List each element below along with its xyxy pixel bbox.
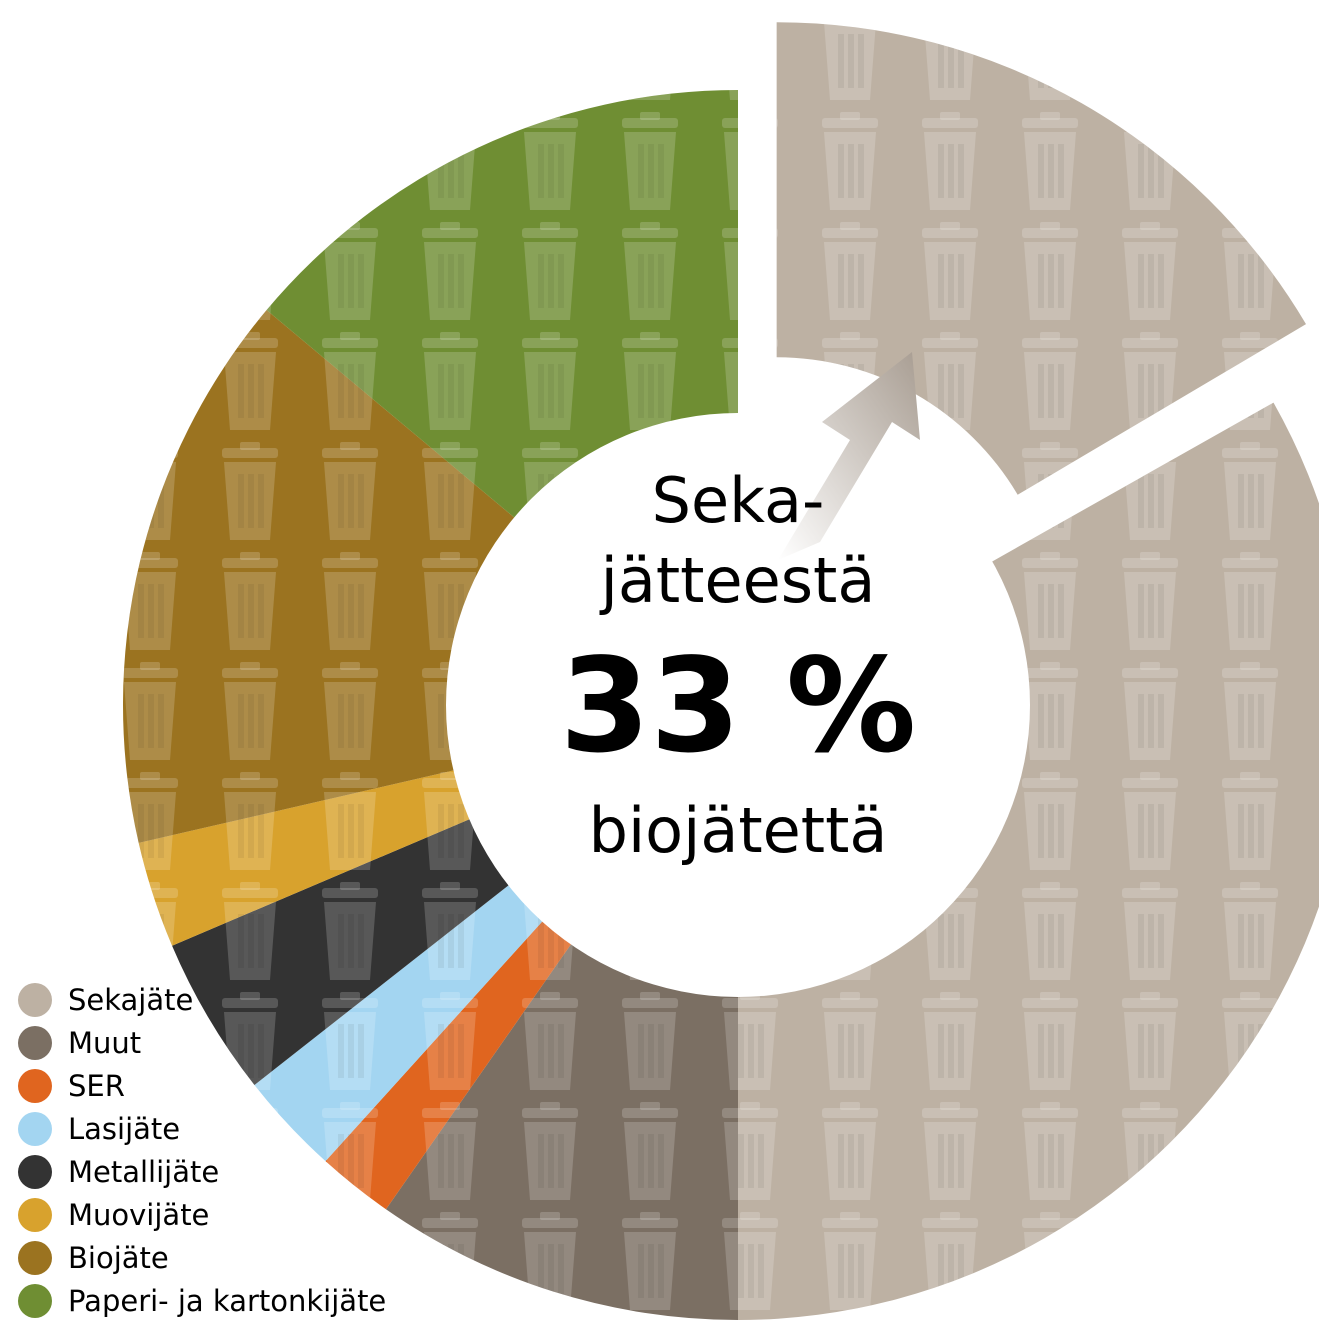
center-value: 33 % bbox=[560, 630, 916, 782]
legend-swatch bbox=[18, 1198, 52, 1232]
legend-swatch bbox=[18, 1155, 52, 1189]
legend-swatch bbox=[18, 1026, 52, 1060]
legend-label: Biojäte bbox=[68, 1241, 169, 1275]
legend-label: Sekajäte bbox=[68, 983, 193, 1017]
legend-swatch bbox=[18, 1069, 52, 1103]
chart: Seka- jätteestä 33 % biojätettä Sekajäte… bbox=[0, 0, 1319, 1323]
center-line: jätteestä bbox=[599, 544, 876, 617]
legend-label: Muovijäte bbox=[68, 1198, 209, 1232]
legend-label: Paperi- ja kartonkijäte bbox=[68, 1284, 386, 1318]
center-line: Seka- bbox=[652, 464, 825, 537]
center-footer: biojätettä bbox=[589, 794, 888, 867]
page: {"chart_data": { "type": "donut", "categ… bbox=[0, 0, 1319, 1323]
legend-swatch bbox=[18, 1112, 52, 1146]
legend-label: Metallijäte bbox=[68, 1155, 219, 1189]
legend-swatch bbox=[18, 1284, 52, 1318]
legend-label: Lasijäte bbox=[68, 1112, 180, 1146]
legend-label: Muut bbox=[68, 1026, 141, 1060]
legend-swatch bbox=[18, 1241, 52, 1275]
legend-label: SER bbox=[68, 1069, 125, 1103]
legend-swatch bbox=[18, 983, 52, 1017]
